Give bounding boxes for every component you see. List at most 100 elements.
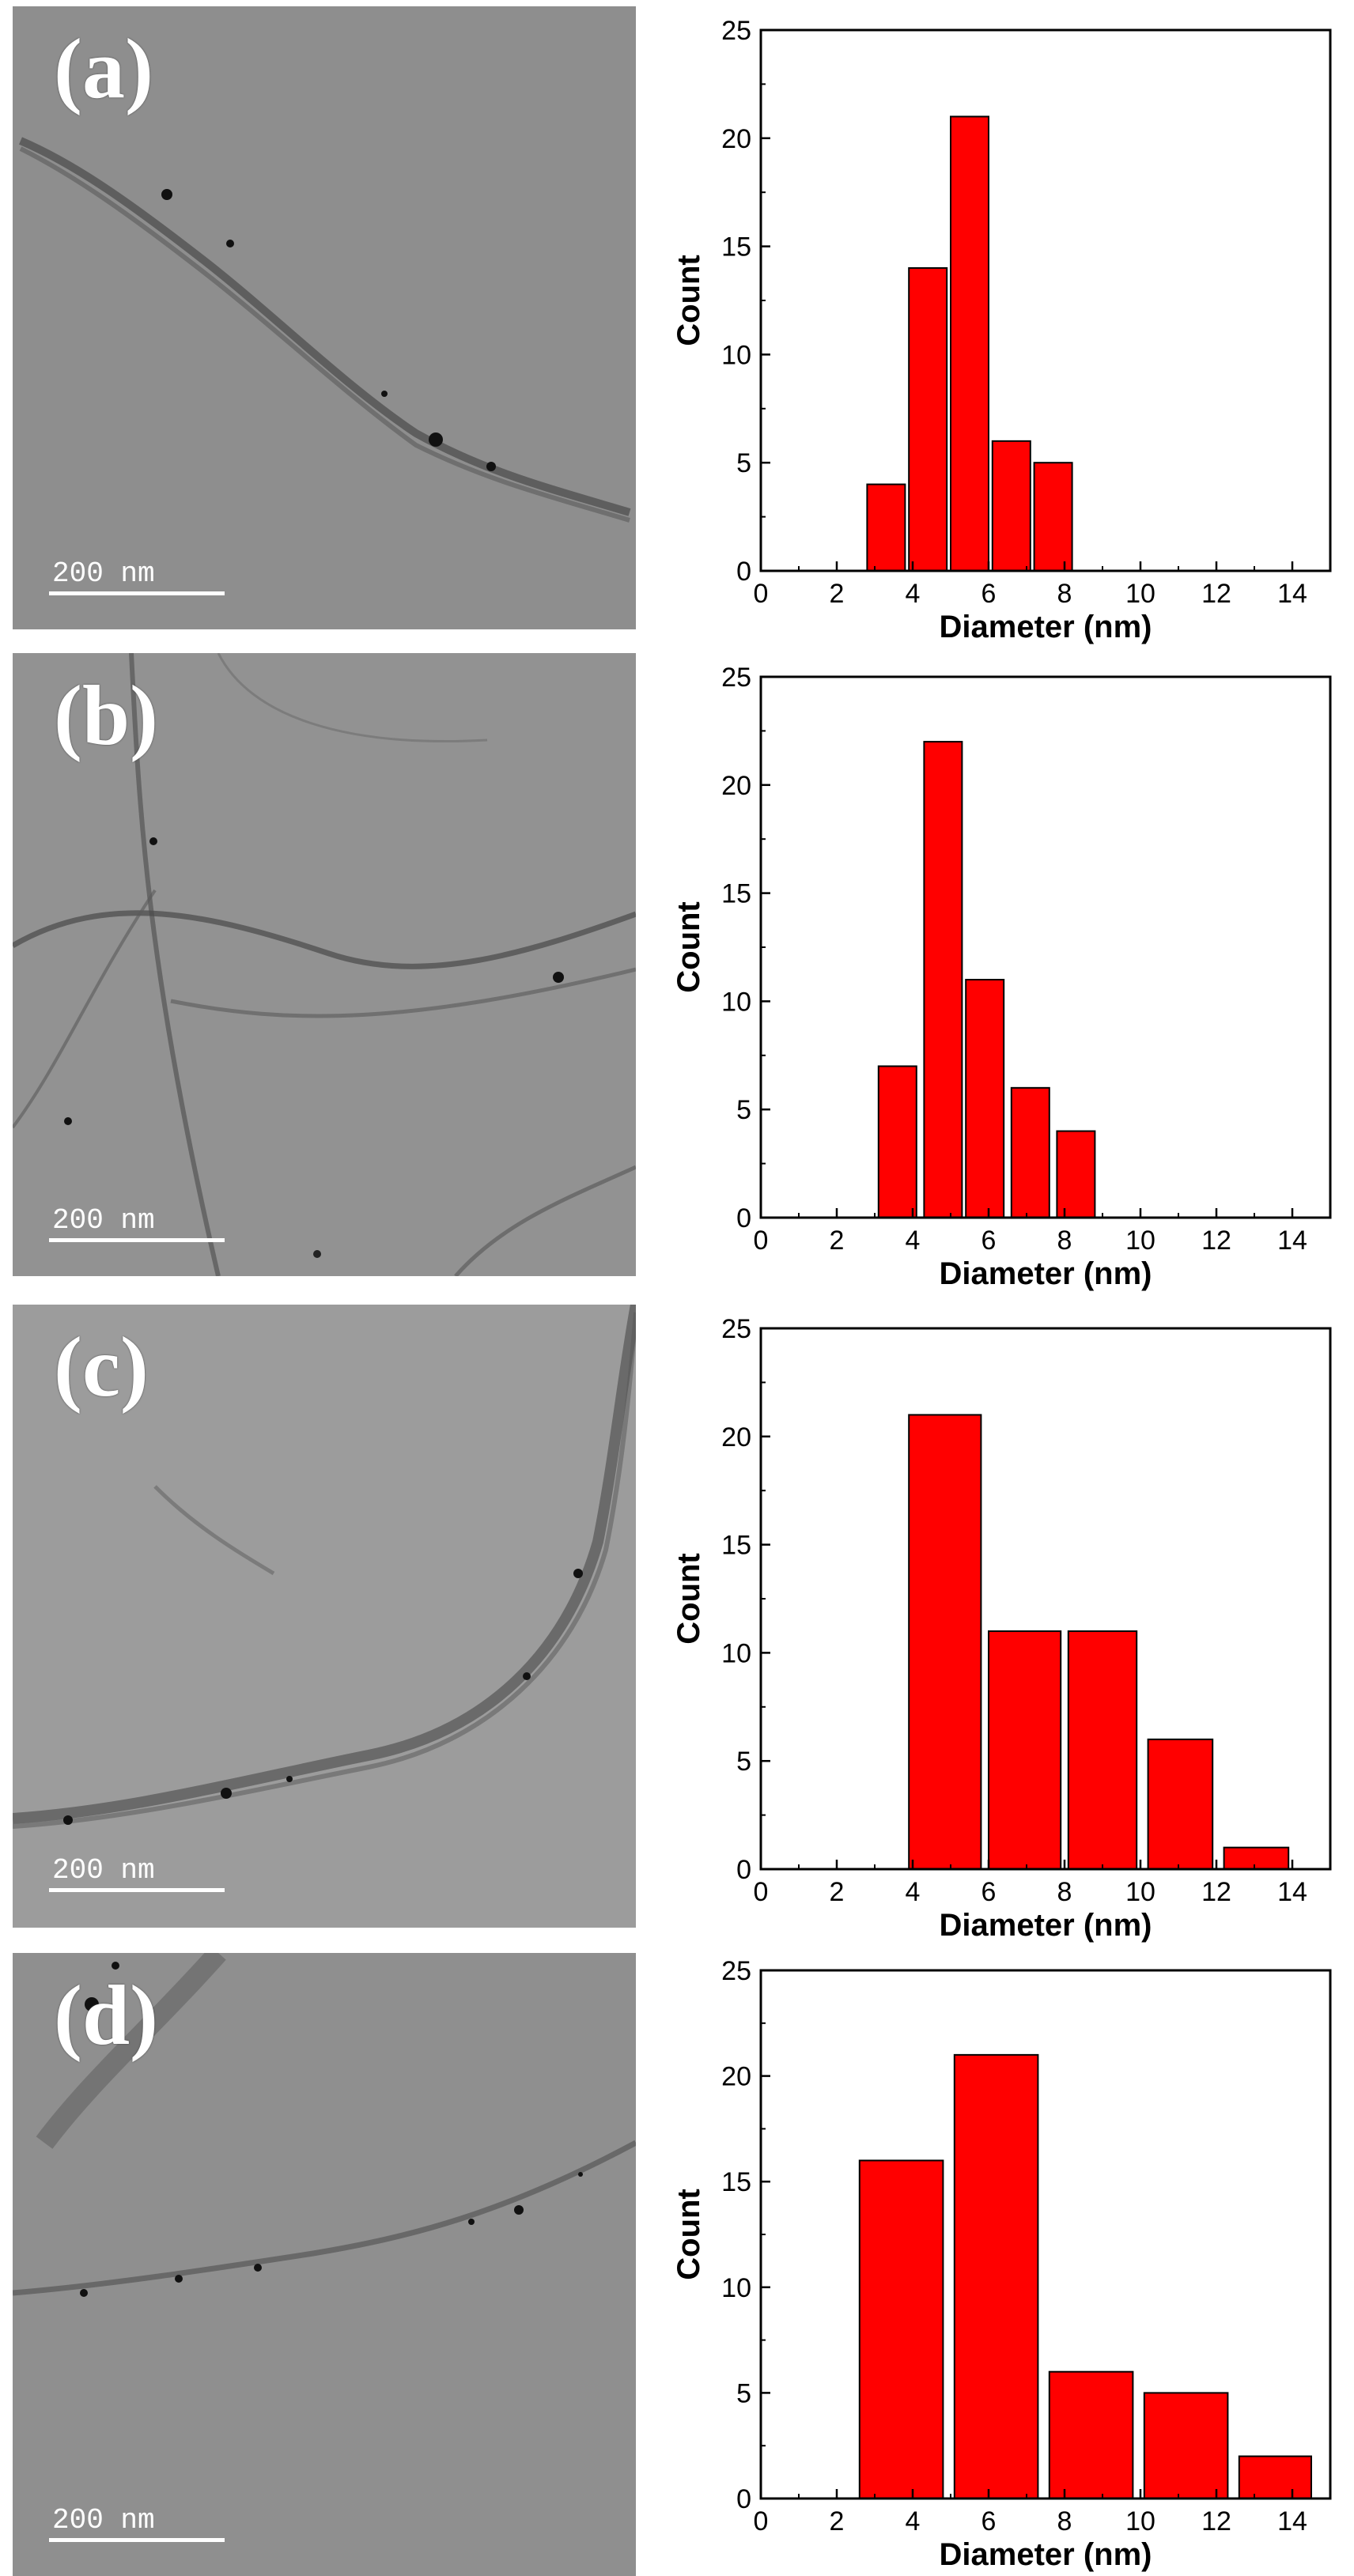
x-tick-label: 6 (981, 2506, 997, 2536)
x-tick-label: 14 (1277, 1877, 1307, 1907)
x-tick-label: 10 (1125, 1877, 1155, 1907)
scale-bar (49, 591, 225, 595)
panel-d: (d) 200 nm 0 2 4 6 8 10 12 14 0 5 10 15 20 25 Diameter… (0, 1947, 1354, 2576)
x-tick-label: 2 (830, 1226, 845, 1256)
scale-bar (49, 2538, 225, 2542)
y-tick-label: 5 (736, 1747, 751, 1777)
y-tick-label: 10 (721, 2273, 751, 2303)
x-axis-label: Diameter (nm) (940, 610, 1152, 644)
histogram-bar (908, 1414, 982, 1870)
histogram-d: 0 2 4 6 8 10 12 14 0 5 10 15 20 25 Diameter (nm) Count (656, 1947, 1354, 2574)
y-tick-label: 10 (721, 1638, 751, 1668)
plot-frame (759, 1969, 1332, 2500)
x-tick-label: 8 (1057, 1226, 1072, 1256)
y-tick-label: 10 (721, 340, 751, 370)
x-tick-label: 6 (981, 579, 997, 609)
histogram-bar (1056, 1130, 1096, 1218)
histogram-bar (1147, 1738, 1214, 1871)
x-tick-label: 0 (754, 1877, 769, 1907)
histogram-bar (866, 483, 906, 572)
y-tick-label: 20 (721, 771, 751, 801)
x-tick-label: 4 (906, 579, 921, 609)
y-tick-label: 25 (721, 1956, 751, 1986)
x-tick-label: 0 (754, 579, 769, 609)
y-tick-label: 20 (721, 124, 751, 154)
x-tick-label: 10 (1125, 579, 1155, 609)
x-tick-label: 0 (754, 2506, 769, 2536)
histogram-bar (1010, 1086, 1050, 1219)
y-tick-label: 5 (736, 448, 751, 478)
x-tick-label: 14 (1277, 2506, 1307, 2536)
x-axis-label: Diameter (nm) (940, 1256, 1152, 1291)
x-tick-label: 14 (1277, 1226, 1307, 1256)
histogram-bar (858, 2159, 944, 2499)
y-axis-label: Count (671, 255, 706, 346)
x-tick-label: 4 (906, 1877, 921, 1907)
x-axis-label: Diameter (nm) (940, 1908, 1152, 1943)
histogram-bar (950, 115, 989, 572)
y-tick-label: 20 (721, 1422, 751, 1452)
scale-bar (49, 1238, 225, 1242)
tem-image-a: (a) 200 nm (13, 6, 636, 629)
histogram-a: 0 2 4 6 8 10 12 14 0 5 10 15 20 25 Diameter (nm) Count (656, 6, 1354, 647)
histogram-bar (965, 979, 1005, 1218)
x-tick-label: 4 (906, 1226, 921, 1256)
panel-label: (c) (54, 1320, 149, 1415)
x-tick-label: 2 (830, 579, 845, 609)
y-tick-label: 15 (721, 232, 751, 263)
y-axis-label: Count (671, 2189, 706, 2280)
x-tick-label: 12 (1201, 1877, 1231, 1907)
y-tick-label: 20 (721, 2062, 751, 2092)
x-tick-label: 6 (981, 1226, 997, 1256)
y-tick-label: 25 (721, 1314, 751, 1344)
histogram-bar (877, 1065, 917, 1218)
histogram-bar (1238, 2455, 1312, 2499)
histogram-bar (1048, 2370, 1134, 2499)
y-axis-label: Count (671, 901, 706, 993)
panel-b: (b) 200 nm 0 2 4 6 8 10 12 14 0 5 10 15 20 25 Diameter… (0, 653, 1354, 1294)
histogram-c: 0 2 4 6 8 10 12 14 0 5 10 15 20 25 Diameter (nm) Count (656, 1305, 1354, 1945)
x-tick-label: 8 (1057, 2506, 1072, 2536)
panel-label: (d) (54, 1969, 158, 2063)
x-tick-label: 2 (830, 2506, 845, 2536)
histogram-b: 0 2 4 6 8 10 12 14 0 5 10 15 20 25 Diameter (nm) Count (656, 653, 1354, 1294)
y-tick-label: 0 (736, 1203, 751, 1233)
y-tick-label: 15 (721, 1531, 751, 1561)
x-tick-label: 10 (1125, 2506, 1155, 2536)
histogram-bar (1143, 2392, 1229, 2500)
panel-label: (a) (54, 22, 153, 116)
y-tick-label: 15 (721, 2167, 751, 2197)
x-tick-label: 14 (1277, 579, 1307, 609)
x-tick-label: 0 (754, 1226, 769, 1256)
tem-image-d: (d) 200 nm (13, 1953, 636, 2576)
x-tick-label: 12 (1201, 2506, 1231, 2536)
scale-bar-label: 200 nm (52, 1854, 155, 1887)
y-tick-label: 0 (736, 557, 751, 587)
x-tick-label: 8 (1057, 579, 1072, 609)
histogram-bar (1033, 462, 1073, 572)
panel-label: (b) (54, 669, 158, 763)
histogram-bar (923, 741, 963, 1218)
scale-bar (49, 1888, 225, 1892)
tem-image-c: (c) 200 nm (13, 1305, 636, 1928)
x-tick-label: 10 (1125, 1226, 1155, 1256)
panel-a: (a) 200 nm 0 2 4 6 8 10 12 14 0 5 10 15 20 25 Diameter… (0, 6, 1354, 647)
y-tick-label: 15 (721, 879, 751, 909)
histogram-bar (908, 266, 948, 572)
x-tick-label: 12 (1201, 579, 1231, 609)
panel-c: (c) 200 nm 0 2 4 6 8 10 12 14 0 5 10 15 20 25 Diameter… (0, 1305, 1354, 1945)
histogram-bar (1223, 1846, 1290, 1871)
y-tick-label: 5 (736, 2378, 751, 2408)
scale-bar-label: 200 nm (52, 557, 155, 590)
tem-image-b: (b) 200 nm (13, 653, 636, 1276)
scale-bar-label: 200 nm (52, 2504, 155, 2536)
y-tick-label: 5 (736, 1095, 751, 1125)
histogram-bar (953, 2053, 1039, 2499)
y-tick-label: 10 (721, 987, 751, 1017)
x-tick-label: 4 (906, 2506, 921, 2536)
histogram-bar (988, 1630, 1062, 1870)
histogram-bar (1067, 1630, 1138, 1870)
x-tick-label: 8 (1057, 1877, 1072, 1907)
y-tick-label: 25 (721, 663, 751, 693)
y-axis-label: Count (671, 1553, 706, 1645)
